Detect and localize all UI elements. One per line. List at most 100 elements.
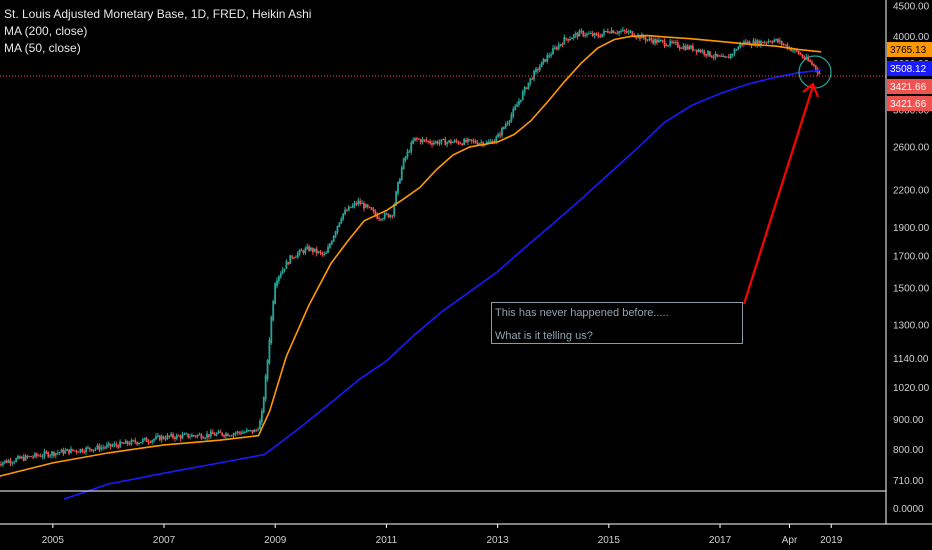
candle-body	[346, 210, 348, 212]
candle-body	[406, 151, 409, 158]
candle-body	[132, 440, 135, 442]
candle-body	[179, 435, 182, 439]
candle-body	[419, 139, 422, 143]
candle-body	[412, 140, 415, 144]
candle-body	[571, 37, 573, 40]
candle-body	[88, 447, 91, 450]
candle-body	[398, 179, 401, 184]
candle-body	[612, 30, 615, 34]
candle-body	[368, 206, 371, 208]
candle-body	[304, 248, 307, 253]
candle-body	[0, 463, 2, 465]
candle-body	[606, 30, 609, 33]
y-tick-label: 2600.00	[893, 142, 930, 153]
candle-body	[429, 141, 432, 144]
candle-body	[312, 248, 314, 253]
candle-body	[230, 435, 233, 437]
candle-body	[359, 200, 362, 204]
candle-body	[516, 104, 518, 107]
candle-body	[43, 451, 46, 457]
candle-body	[160, 436, 163, 440]
candle-body	[756, 40, 759, 46]
candle-body	[381, 218, 384, 220]
candle-body	[391, 215, 394, 217]
candle-body	[661, 40, 664, 42]
candle-body	[243, 432, 246, 434]
candle-body	[185, 433, 188, 435]
candle-body	[553, 47, 556, 50]
candle-body	[327, 246, 329, 253]
candle-body	[474, 140, 477, 143]
candle-body	[654, 39, 656, 44]
candle-body	[92, 449, 95, 451]
candle-body	[175, 434, 178, 439]
candle-body	[121, 442, 123, 444]
candle-body	[276, 280, 278, 287]
candle-body	[24, 455, 27, 461]
candle-body	[51, 451, 53, 456]
candle-body	[251, 429, 254, 433]
candle-body	[686, 45, 689, 50]
candle-body	[234, 433, 237, 435]
candle-body	[71, 449, 74, 451]
candle-body	[476, 142, 479, 145]
candle-body	[19, 456, 21, 459]
candle-body	[461, 143, 464, 146]
candle-body	[572, 34, 575, 39]
candle-body	[158, 435, 161, 441]
candle-body	[270, 316, 273, 344]
candle-body	[451, 142, 454, 144]
candle-body	[342, 213, 345, 220]
candle-body	[519, 99, 522, 102]
candle-body	[153, 438, 156, 441]
candle-body	[334, 231, 337, 237]
candle-body	[213, 433, 216, 436]
candle-body	[746, 41, 749, 44]
candle-body	[786, 44, 789, 49]
y-tick-label: 800.00	[893, 445, 924, 456]
candle-body	[525, 87, 528, 89]
candle-body	[313, 248, 316, 252]
y-tick-label: 1140.00	[893, 354, 929, 365]
candle-body	[468, 139, 471, 141]
candle-body	[578, 30, 581, 37]
candle-body	[111, 445, 114, 447]
candle-body	[338, 222, 341, 227]
candle-body	[245, 430, 248, 433]
candle-body	[34, 453, 36, 457]
candle-body	[644, 37, 647, 41]
candle-body	[610, 30, 613, 34]
candle-body	[353, 202, 356, 206]
candle-body	[363, 203, 365, 209]
candle-body	[801, 54, 804, 58]
candle-body	[650, 38, 653, 41]
candle-body	[809, 60, 811, 63]
candle-body	[433, 142, 435, 145]
candle-body	[792, 50, 794, 52]
candle-body	[814, 65, 817, 70]
candle-body	[20, 456, 23, 459]
y-tick-label: 1900.00	[893, 223, 930, 234]
candle-body	[164, 438, 167, 440]
candle-body	[514, 106, 517, 110]
candle-body	[357, 200, 360, 205]
candle-body	[319, 251, 322, 253]
candle-body	[733, 49, 736, 55]
candle-body	[752, 40, 755, 46]
candle-body	[465, 139, 467, 143]
candle-body	[259, 420, 261, 430]
candle-body	[94, 448, 97, 450]
candle-body	[172, 434, 174, 438]
candle-body	[347, 206, 350, 211]
candle-body	[340, 218, 343, 224]
candle-body	[414, 137, 416, 141]
candle-body	[336, 225, 339, 233]
candle-body	[68, 449, 70, 454]
y-tick-label: 2200.00	[893, 185, 930, 196]
candle-body	[49, 455, 52, 457]
candle-body	[599, 36, 602, 38]
candle-body	[618, 31, 621, 34]
y-tick-label: 4500.00	[893, 2, 930, 13]
candle-body	[737, 46, 740, 50]
candle-body	[446, 142, 449, 145]
